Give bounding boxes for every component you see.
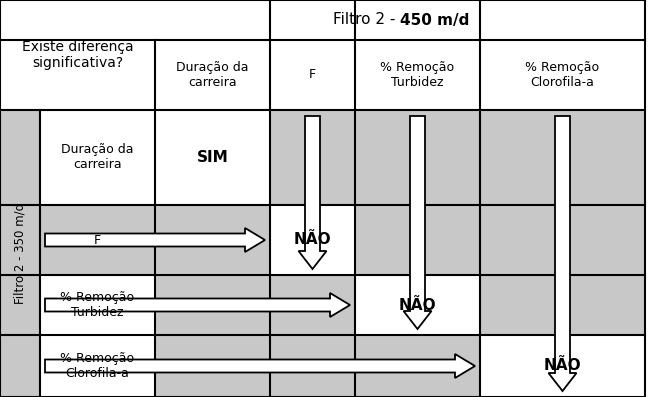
Text: Existe diferença
significativa?: Existe diferença significativa? [21, 40, 133, 70]
Text: SIM: SIM [196, 150, 228, 165]
Text: Duração da
carreira: Duração da carreira [61, 143, 134, 172]
Text: % Remoção
Turbidez: % Remoção Turbidez [380, 61, 454, 89]
Bar [355, 205, 480, 275]
Bar [0, 110, 40, 205]
Bar [355, 275, 480, 335]
Text: NÃO: NÃO [398, 297, 436, 312]
Text: NÃO: NÃO [294, 233, 332, 247]
Bar [480, 275, 645, 335]
Text: 450 m/d: 450 m/d [400, 12, 469, 27]
FancyArrow shape [45, 354, 475, 378]
Bar [270, 335, 355, 397]
Bar [480, 335, 645, 397]
Bar [0, 205, 40, 275]
Bar [355, 335, 480, 397]
Text: % Remoção
Clorofila-a: % Remoção Clorofila-a [60, 352, 135, 380]
FancyArrow shape [549, 116, 577, 391]
Bar [0, 0, 155, 110]
FancyArrow shape [45, 293, 350, 317]
Bar [155, 335, 270, 397]
Bar [155, 275, 270, 335]
Text: % Remoção
Turbidez: % Remoção Turbidez [60, 291, 135, 319]
Text: F: F [309, 69, 316, 81]
Bar [0, 275, 40, 335]
Bar [155, 110, 270, 205]
Bar [0, 335, 40, 397]
Bar [40, 335, 155, 397]
Bar [40, 205, 155, 275]
Text: Filtro 2 -: Filtro 2 - [333, 12, 400, 27]
Text: NÃO: NÃO [543, 358, 581, 374]
Bar [155, 205, 270, 275]
Bar [270, 110, 355, 205]
Text: % Remoção
Clorofila-a: % Remoção Clorofila-a [525, 61, 599, 89]
Text: Filtro 2 - 350 m/d: Filtro 2 - 350 m/d [14, 203, 27, 304]
Bar [40, 110, 155, 205]
Bar [480, 205, 645, 275]
FancyArrow shape [45, 228, 265, 252]
Bar [355, 110, 480, 205]
FancyArrow shape [404, 116, 432, 329]
Bar [155, 0, 645, 40]
FancyArrow shape [298, 116, 326, 269]
Bar [40, 275, 155, 335]
Bar [270, 205, 355, 275]
Text: F: F [94, 233, 101, 247]
Text: Duração da
carreira: Duração da carreira [176, 61, 249, 89]
Bar [155, 40, 645, 110]
Bar [480, 110, 645, 205]
Bar [270, 275, 355, 335]
